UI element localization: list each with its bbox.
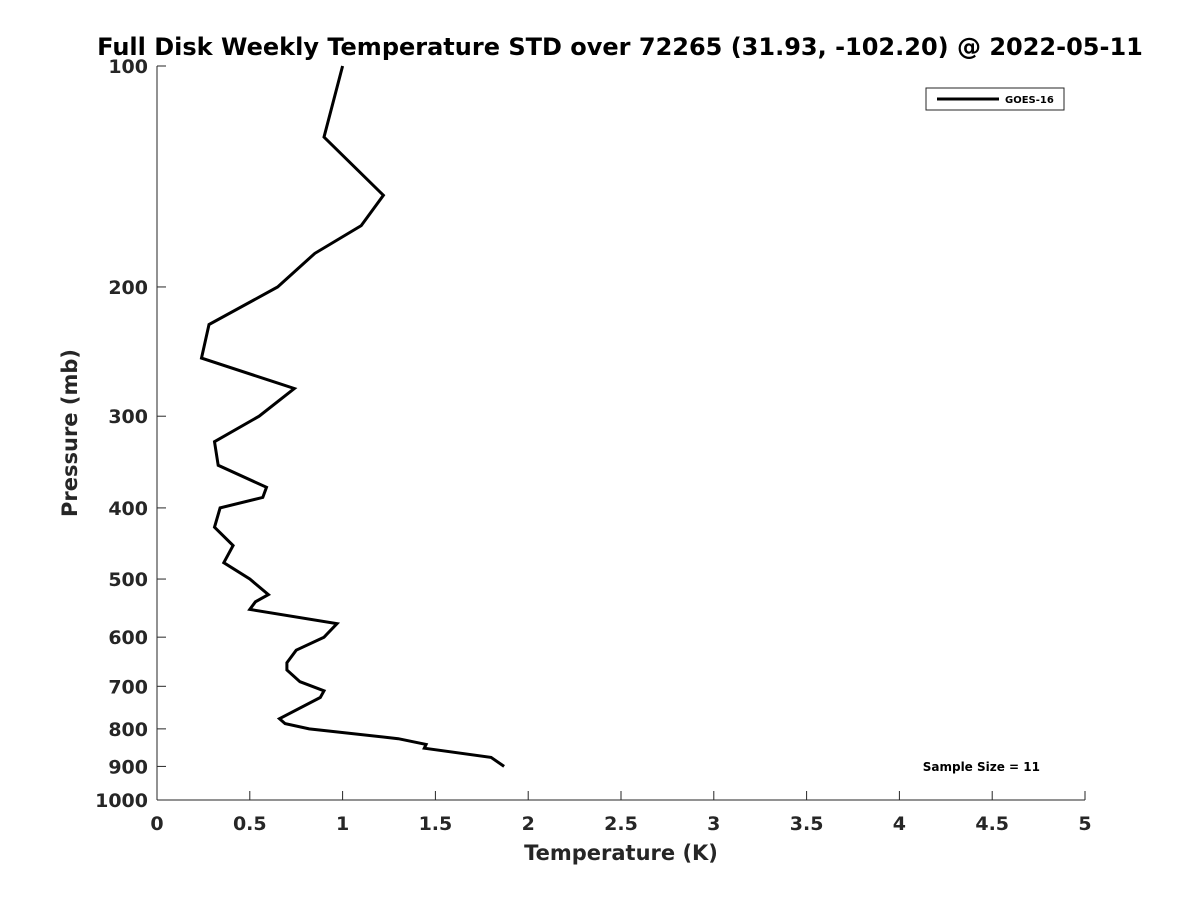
- y-tick-label: 100: [108, 56, 148, 78]
- y-tick-label: 700: [108, 676, 148, 698]
- y-ticks: 100 200 300 400 500 600 700 800 900 1000: [95, 56, 166, 812]
- y-tick-label: 400: [108, 498, 148, 520]
- x-ticks: 0 0.5 1 1.5 2 2.5 3 3.5 4 4.5 5: [150, 791, 1092, 835]
- x-tick-label: 3.5: [790, 813, 824, 835]
- y-tick-label: 900: [108, 756, 148, 778]
- x-tick-label: 2: [522, 813, 535, 835]
- x-tick-label: 1: [336, 813, 349, 835]
- y-tick-label: 600: [108, 627, 148, 649]
- chart-title: Full Disk Weekly Temperature STD over 72…: [97, 33, 1143, 61]
- x-tick-label: 1.5: [419, 813, 453, 835]
- y-tick-label: 800: [108, 719, 148, 741]
- x-tick-label: 0: [150, 813, 163, 835]
- series-line-goes-16: [199, 65, 505, 768]
- x-axis-label: Temperature (K): [524, 841, 718, 865]
- x-tick-label: 4.5: [975, 813, 1009, 835]
- y-tick-label: 1000: [95, 790, 148, 812]
- sample-size-annotation: Sample Size = 11: [923, 760, 1040, 774]
- x-tick-label: 5: [1078, 813, 1091, 835]
- series-layer: [199, 65, 505, 768]
- legend-label: GOES-16: [1005, 95, 1054, 106]
- y-tick-label: 200: [108, 277, 148, 299]
- x-tick-label: 2.5: [604, 813, 638, 835]
- y-tick-label: 500: [108, 569, 148, 591]
- x-tick-label: 0.5: [233, 813, 267, 835]
- legend: GOES-16: [925, 87, 1065, 111]
- x-tick-label: 3: [707, 813, 720, 835]
- x-tick-label: 4: [893, 813, 906, 835]
- y-axis-label: Pressure (mb): [58, 349, 82, 517]
- y-tick-label: 300: [108, 406, 148, 428]
